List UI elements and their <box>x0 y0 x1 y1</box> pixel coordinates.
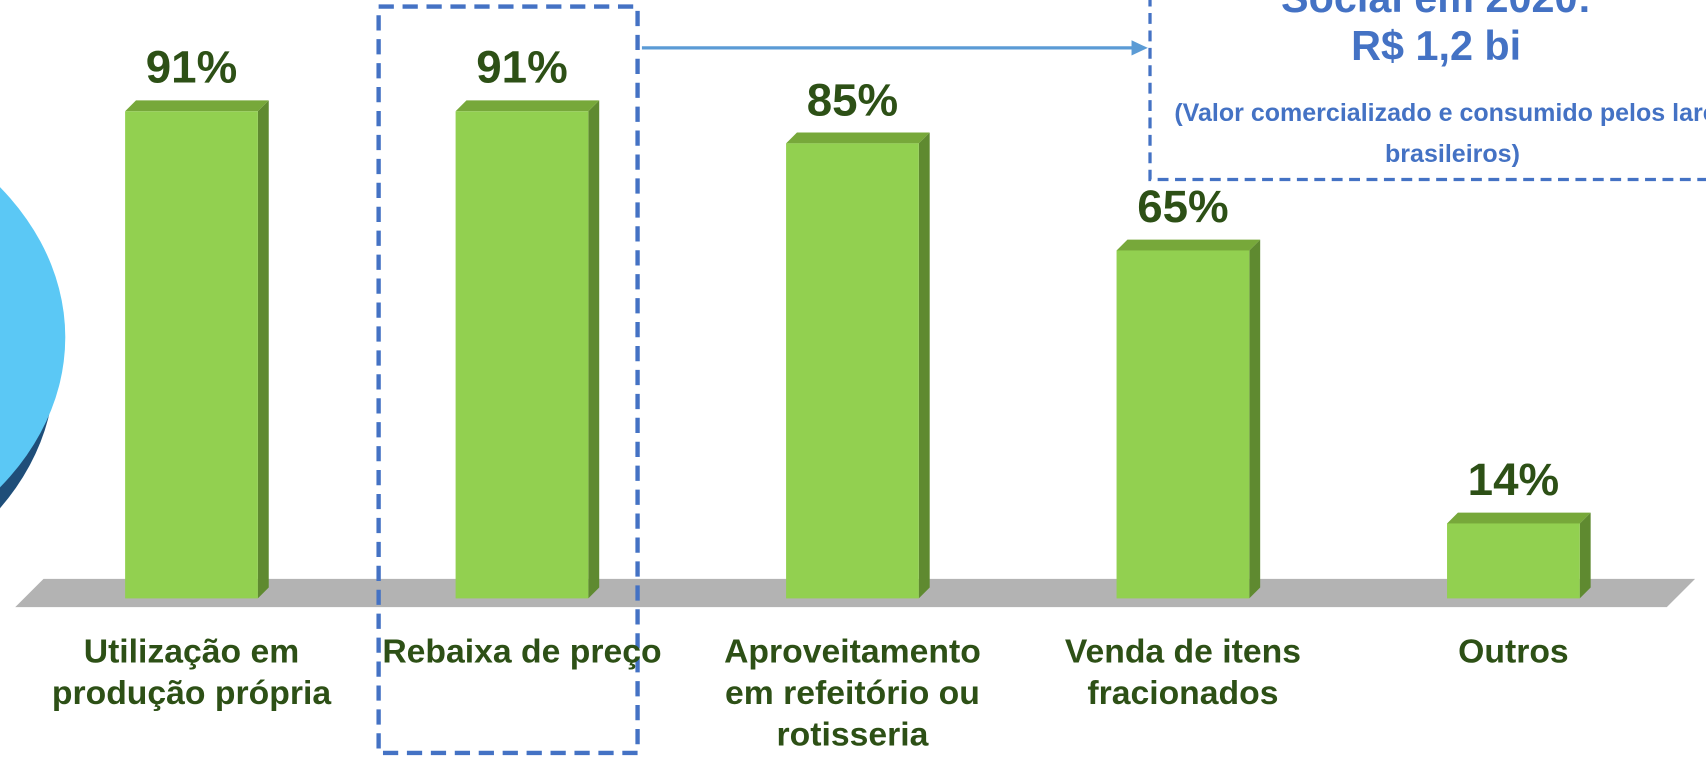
decor-circle <box>0 187 66 488</box>
bar-top <box>1116 239 1261 251</box>
bar-side <box>257 100 269 599</box>
value-label: 91% <box>145 41 238 93</box>
bar-top <box>786 132 930 144</box>
category-label: Aproveitamento em refeitório ou rotisser… <box>724 632 981 753</box>
value-label: 85% <box>806 73 899 125</box>
category-label: Utilização em produção própria <box>51 632 332 712</box>
value-label: 65% <box>1137 180 1229 232</box>
bar-side <box>1579 512 1591 599</box>
bar-top <box>1447 512 1591 524</box>
category-label: Venda de itens fracionados <box>1064 632 1302 712</box>
bar <box>125 111 258 599</box>
bar <box>455 111 589 599</box>
category-label: Outros <box>1458 632 1569 671</box>
category-label: Rebaixa de preço <box>382 632 662 671</box>
value-label: 91% <box>476 41 568 93</box>
bar-top <box>455 100 600 112</box>
bar-side <box>1249 239 1261 599</box>
bar <box>1447 523 1580 599</box>
annotation-note: (Valor comercializado e consumido pelos … <box>1174 97 1706 168</box>
annotation-box <box>1148 0 1706 182</box>
bar <box>1116 250 1250 599</box>
bar-side <box>588 100 600 599</box>
bar-side <box>918 132 930 599</box>
bar-top <box>125 100 269 112</box>
highlight-box <box>376 4 640 756</box>
arrow-head <box>1131 40 1148 56</box>
annotation-amount: R$ 1,2 bi <box>1351 23 1522 70</box>
annotation-heading: Social em 2020: <box>1153 0 1706 23</box>
bar <box>786 143 919 599</box>
value-label: 14% <box>1467 453 1560 505</box>
